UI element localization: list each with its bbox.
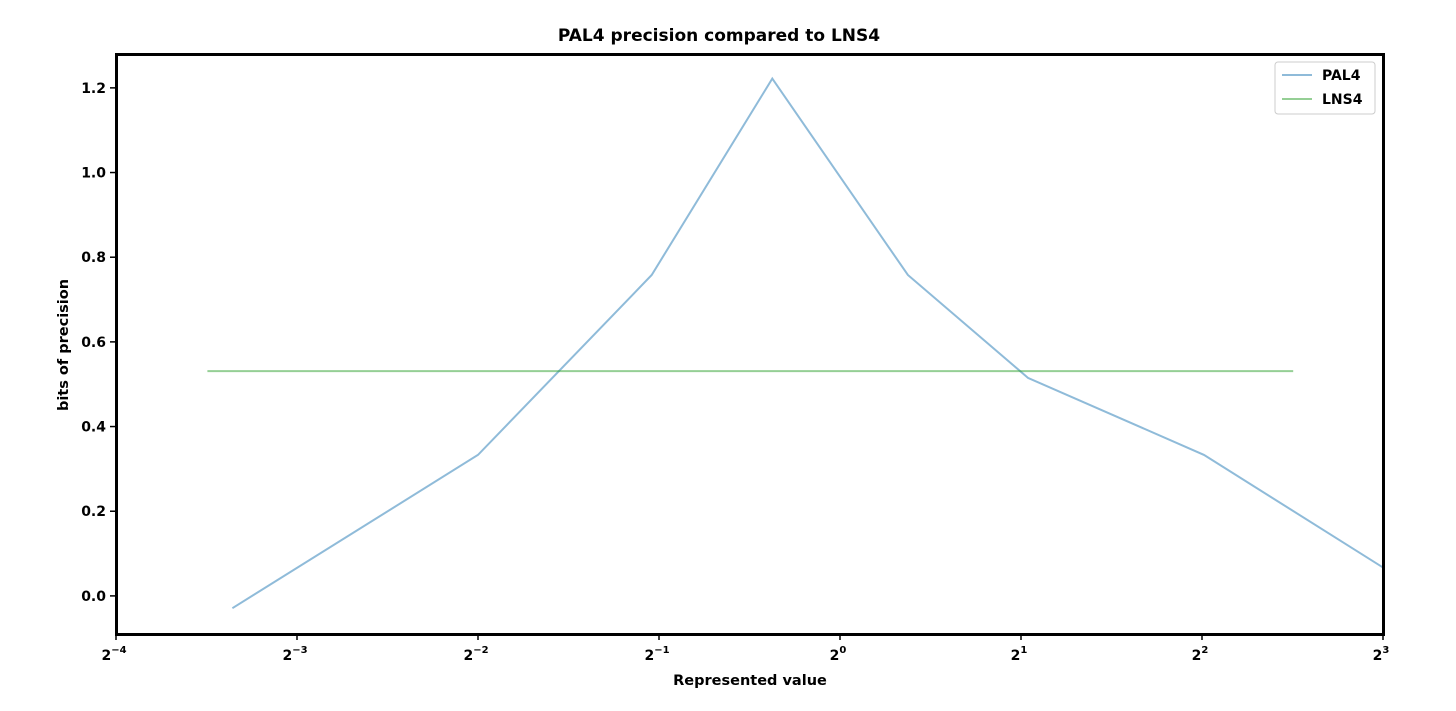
y-tick-label: 1.2 xyxy=(81,81,106,97)
x-tick-exponent: 0 xyxy=(839,645,846,656)
x-tick-base: 2 xyxy=(644,648,654,664)
x-tick-base: 2 xyxy=(463,648,473,664)
y-tick-label: 0.2 xyxy=(81,504,106,520)
x-tick-label: 2−2 xyxy=(463,645,488,664)
x-axis: 2−4 2−3 2−2 2−1 20 21 22 23 xyxy=(101,634,1389,664)
x-axis-title: Represented value xyxy=(673,673,827,689)
x-tick-exponent: 2 xyxy=(1201,645,1208,656)
legend-label-lns4: LNS4 xyxy=(1322,92,1363,108)
x-tick-base: 2 xyxy=(1192,648,1202,664)
y-axis-title: bits of precision xyxy=(56,279,72,411)
x-tick-label: 20 xyxy=(830,645,847,664)
x-tick-label: 23 xyxy=(1373,645,1390,664)
x-tick-base: 2 xyxy=(1011,648,1021,664)
legend: PAL4 LNS4 xyxy=(1274,61,1376,115)
x-tick-base: 2 xyxy=(830,648,840,664)
x-tick-base: 2 xyxy=(282,648,292,664)
x-tick-exponent: 3 xyxy=(1382,645,1389,656)
y-tick-label: 0.4 xyxy=(81,420,106,436)
x-tick-exponent: −3 xyxy=(292,645,307,656)
x-tick-label: 2−3 xyxy=(282,645,307,664)
y-tick-label: 0.8 xyxy=(81,250,106,266)
x-tick-label: 22 xyxy=(1192,645,1209,664)
legend-items: PAL4 LNS4 xyxy=(1282,68,1363,108)
legend-label-pal4: PAL4 xyxy=(1322,68,1361,84)
x-tick-exponent: −2 xyxy=(473,645,488,656)
x-tick-label: 2−4 xyxy=(101,645,126,664)
x-tick-exponent: −4 xyxy=(111,645,126,656)
x-tick-label: 21 xyxy=(1011,645,1028,664)
series-line-pal4 xyxy=(231,76,1383,610)
y-axis: 0.0 0.2 0.4 0.6 0.8 1.0 1.2 xyxy=(81,81,116,605)
y-tick-label: 0.6 xyxy=(81,335,106,351)
plot-frame xyxy=(115,53,1385,636)
x-tick-exponent: −1 xyxy=(654,645,669,656)
chart-title: PAL4 precision compared to LNS4 xyxy=(558,26,880,46)
y-tick-label: 0.0 xyxy=(81,589,106,605)
x-tick-label: 2−1 xyxy=(644,645,669,664)
x-tick-base: 2 xyxy=(1373,648,1383,664)
y-tick-label: 1.0 xyxy=(81,166,106,182)
series-layer xyxy=(207,76,1383,610)
x-tick-exponent: 1 xyxy=(1020,645,1027,656)
x-tick-base: 2 xyxy=(101,648,111,664)
